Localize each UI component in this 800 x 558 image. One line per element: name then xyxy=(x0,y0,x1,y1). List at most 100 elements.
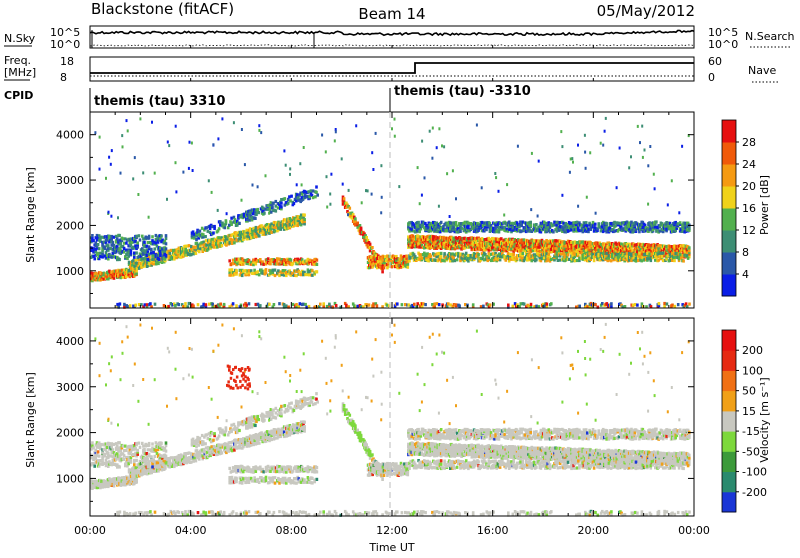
power-cell xyxy=(585,221,588,224)
power-cell xyxy=(308,273,311,276)
power-cell xyxy=(498,190,500,193)
power-cell xyxy=(688,246,691,249)
power-cell xyxy=(270,231,273,234)
power-cell xyxy=(570,158,572,161)
freq-panel xyxy=(90,57,694,81)
power-cell xyxy=(613,230,616,233)
power-cell xyxy=(257,185,259,188)
power-cell xyxy=(271,205,274,208)
power-cell xyxy=(610,302,613,305)
power-cell xyxy=(666,254,669,257)
power-cell xyxy=(557,259,560,262)
cpid-label: CPID xyxy=(4,89,33,102)
power-cell xyxy=(152,251,155,254)
power-cell xyxy=(494,172,496,175)
power-ylabel: Slant Range [km] xyxy=(24,167,37,263)
power-cell xyxy=(485,228,488,231)
power-cell xyxy=(199,230,202,233)
power-cell xyxy=(585,256,588,259)
power-cell xyxy=(386,304,389,307)
power-cell xyxy=(282,269,285,272)
power-cell xyxy=(94,131,96,134)
power-cell xyxy=(658,302,661,305)
power-cell xyxy=(673,259,676,262)
power-cell xyxy=(147,258,150,261)
power-cell xyxy=(167,141,169,144)
power-panel xyxy=(90,112,694,308)
power-cell xyxy=(655,220,658,223)
power-cell xyxy=(146,254,149,257)
power-cell xyxy=(110,256,113,259)
power-cell xyxy=(233,121,235,124)
power-cell xyxy=(495,176,497,179)
power-cell xyxy=(578,229,581,232)
power-cell xyxy=(421,257,424,260)
power-cell xyxy=(101,253,104,256)
power-cell xyxy=(517,145,519,148)
power-cell xyxy=(531,152,533,155)
power-cell xyxy=(328,303,331,306)
power-cell xyxy=(242,270,245,273)
power-cell xyxy=(126,119,128,122)
power-cell xyxy=(381,196,383,199)
power-cell xyxy=(148,235,151,238)
power-cell xyxy=(455,303,458,306)
power-cell xyxy=(371,151,373,154)
power-cell xyxy=(238,222,241,225)
power-cell xyxy=(269,269,272,272)
power-cell xyxy=(677,303,680,306)
power-cell xyxy=(319,303,322,306)
power-cell xyxy=(290,258,293,261)
power-cell xyxy=(316,263,319,266)
power-cell xyxy=(499,228,502,231)
power-cell xyxy=(529,221,532,224)
power-cell xyxy=(197,247,200,250)
power-cell xyxy=(586,224,589,227)
power-cell xyxy=(287,202,290,205)
power-cell xyxy=(258,124,260,127)
power-cell xyxy=(481,221,484,224)
power-cell xyxy=(120,172,122,175)
power-cell xyxy=(548,253,551,256)
power-cell xyxy=(151,258,154,261)
power-cell xyxy=(137,193,139,196)
power-cell xyxy=(576,259,579,262)
power-cell xyxy=(146,245,149,248)
power-cell xyxy=(604,130,606,133)
power-cell xyxy=(417,221,420,224)
power-cell xyxy=(413,303,416,306)
power-cell xyxy=(592,221,595,224)
power-cell xyxy=(311,269,314,272)
power-cell xyxy=(148,216,150,219)
power-cell xyxy=(116,237,119,240)
power-cell xyxy=(211,191,213,194)
power-cell xyxy=(280,205,283,208)
power-cell xyxy=(436,146,438,149)
power-cell xyxy=(635,253,638,256)
power-cell xyxy=(118,258,121,261)
power-cell xyxy=(449,215,451,218)
power-cell xyxy=(565,258,568,261)
power-cell xyxy=(578,305,581,308)
power-cell xyxy=(303,218,306,221)
power-cell xyxy=(512,305,515,308)
freq-tick-hi: 18 xyxy=(60,55,74,68)
power-cell xyxy=(584,134,586,137)
power-cell xyxy=(260,268,263,271)
power-cell xyxy=(278,274,281,277)
power-cell xyxy=(481,186,483,189)
power-cell xyxy=(197,244,200,247)
power-cell xyxy=(335,304,338,307)
power-cell xyxy=(326,175,328,178)
cpid-mode-right: themis (tau) -3310 xyxy=(394,84,531,99)
power-cell xyxy=(95,241,98,244)
power-cell xyxy=(383,266,386,269)
power-cell xyxy=(367,189,369,192)
power-cell xyxy=(217,236,220,239)
power-cell xyxy=(417,166,419,169)
power-cell xyxy=(459,230,462,233)
power-cell xyxy=(211,303,214,306)
power-cell xyxy=(600,142,602,145)
power-cell xyxy=(230,274,233,277)
